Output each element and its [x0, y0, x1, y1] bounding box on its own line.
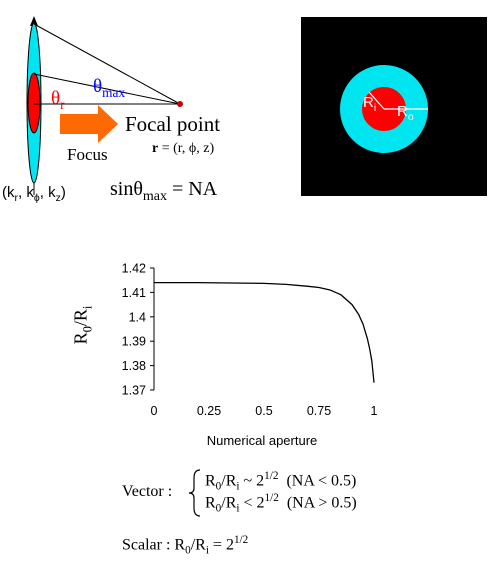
sin-rest: = NA — [167, 178, 218, 200]
x-tick-label: 1 — [371, 404, 378, 418]
k-phi-sub: ϕ — [33, 192, 40, 204]
line2-cond: (NA > 0.5) — [278, 494, 357, 512]
outer-ring — [340, 65, 428, 153]
k-close: ) — [60, 184, 66, 201]
k-sep2: , k — [39, 184, 56, 201]
scalar-subi: i — [205, 544, 209, 557]
y-tick-label: 1.42 — [122, 262, 146, 276]
scalar-sup: 1/2 — [233, 534, 249, 546]
line1-sup: 1/2 — [264, 470, 279, 482]
r-coords: = (r, ϕ, z) — [158, 141, 215, 156]
theta-max-symbol: θ — [93, 76, 103, 97]
k-r-sub: r — [14, 192, 19, 204]
r-bold: r — [152, 141, 159, 156]
focus-arrow — [60, 105, 118, 143]
sin-theta-equation: sinθmax = NA — [110, 178, 217, 205]
series-line — [154, 281, 375, 383]
x-tick-label: 0.5 — [255, 404, 272, 418]
ri-sub: i — [373, 102, 377, 114]
ring-background — [301, 17, 487, 196]
line2-sub0: 0 — [215, 502, 222, 515]
inner-lens — [27, 72, 41, 134]
y-tick-label: 1.38 — [122, 359, 146, 373]
ylabel-sub0: 0 — [80, 326, 95, 333]
ri-letter: R — [363, 94, 374, 111]
ylabel-main: R — [70, 332, 91, 345]
ri-label: Ri — [363, 94, 376, 114]
x-axis-label: Numerical aperture — [206, 433, 318, 448]
focal-point-dot — [177, 101, 183, 107]
line2-sup: 1/2 — [264, 492, 279, 504]
ro-sub: o — [407, 111, 414, 123]
focus-label: Focus — [67, 145, 108, 164]
outer-lens — [26, 22, 42, 184]
line2-r: R — [205, 494, 216, 512]
line2-subi: i — [236, 502, 240, 515]
theta-r-symbol: θ — [51, 88, 61, 109]
line2-mid: /R — [221, 494, 237, 512]
line1-mid: /R — [221, 472, 237, 490]
theta-r-subscript: r — [60, 96, 65, 112]
y-tick-label: 1.41 — [122, 286, 146, 300]
position-vector: r = (r, ϕ, z) — [152, 141, 214, 157]
line1-sub0: 0 — [215, 480, 222, 493]
y-tick-label: 1.39 — [122, 335, 146, 349]
vector-eq-line2: R0/Ri < 21/2 (NA > 0.5) — [205, 492, 357, 515]
chart-ticks: 1.37 1.38 1.39 1.4 1.41 1.42 0 0.25 0.5 0.75 1 — [122, 262, 378, 419]
line1-r: R — [205, 472, 216, 490]
ro-label: Ro — [397, 103, 414, 123]
y-tick-label: 1.4 — [129, 310, 146, 324]
ylabel-sub1: i — [80, 305, 95, 310]
x-tick-label: 0.25 — [197, 404, 221, 418]
axis-arrowhead — [30, 16, 38, 26]
scalar-label: Scalar : R — [122, 536, 186, 554]
k-open: (k — [2, 184, 15, 201]
k-z-sub: z — [55, 192, 61, 204]
scalar-mid: /R — [190, 536, 206, 554]
x-tick-label: 0 — [151, 404, 158, 418]
ro-letter: R — [397, 103, 408, 120]
line1-rel: ~ 2 — [239, 472, 265, 490]
theta-r-label: θr — [51, 88, 65, 113]
y-tick-label: 1.37 — [122, 384, 146, 398]
sin-sub: max — [142, 189, 168, 204]
equation-brace — [188, 469, 201, 517]
sin-part: sinθ — [110, 178, 143, 200]
line1-cond: (NA < 0.5) — [278, 472, 357, 490]
line1-subi: i — [236, 480, 240, 493]
k-sep1: , k — [18, 184, 34, 201]
vector-label: Vector : — [122, 483, 173, 500]
scalar-rel: = 2 — [208, 536, 234, 554]
x-tick-label: 0.75 — [307, 404, 331, 418]
y-axis-label: R0/Ri — [71, 306, 96, 345]
wavevector-label: (kr, kϕ, kz) — [2, 184, 66, 204]
line2-rel: < 2 — [239, 494, 265, 512]
scalar-sub0: 0 — [185, 544, 191, 557]
scalar-equation: Scalar : R0/Ri = 21/2 — [122, 534, 248, 557]
theta-max-subscript: max — [102, 84, 126, 100]
theta-max-label: θmax — [93, 76, 125, 101]
vector-eq-line1: R0/Ri ~ 21/2 (NA < 0.5) — [205, 470, 356, 493]
focal-point-label: Focal point — [125, 112, 221, 136]
ylabel-slash: /R — [70, 309, 91, 327]
